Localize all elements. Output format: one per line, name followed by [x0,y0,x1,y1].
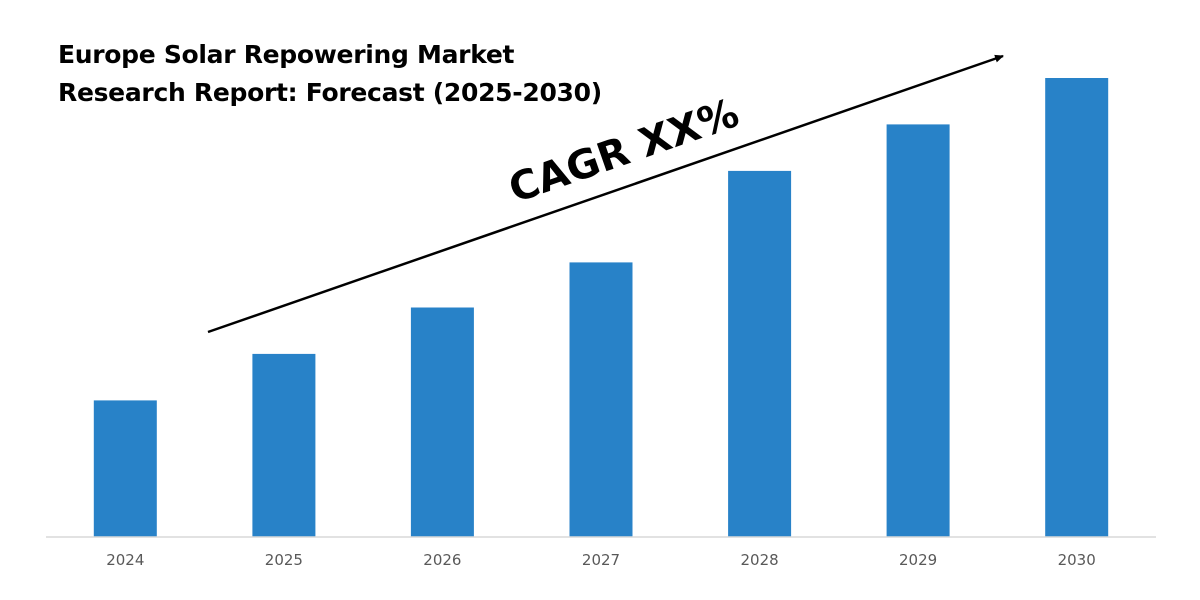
x-axis-tick-labels: 2024 2025 2026 2027 2028 2029 2030 [106,551,1096,569]
bar-2025 [252,353,316,537]
cagr-annotation: CAGR XX% [503,90,744,212]
bar-2028 [728,170,792,537]
x-tick-label-2027: 2027 [582,551,620,569]
x-tick-label-2026: 2026 [423,551,461,569]
bar-2030 [1045,78,1109,537]
bar-2029 [886,124,950,538]
trend-arrow [207,54,1004,334]
chart-title-line-1: Europe Solar Repowering Market [58,40,515,69]
bar-2026 [410,307,474,537]
x-tick-label-2025: 2025 [265,551,303,569]
bar-2024 [93,400,157,537]
chart-title: Europe Solar Repowering Market Research … [58,36,618,112]
x-tick-label-2028: 2028 [741,551,779,569]
bar-2027 [569,262,633,537]
x-tick-label-2029: 2029 [899,551,937,569]
x-tick-label-2030: 2030 [1058,551,1096,569]
chart-title-line-2: Research Report: Forecast (2025-2030) [58,78,602,107]
bars [93,78,1109,538]
x-tick-label-2024: 2024 [106,551,144,569]
